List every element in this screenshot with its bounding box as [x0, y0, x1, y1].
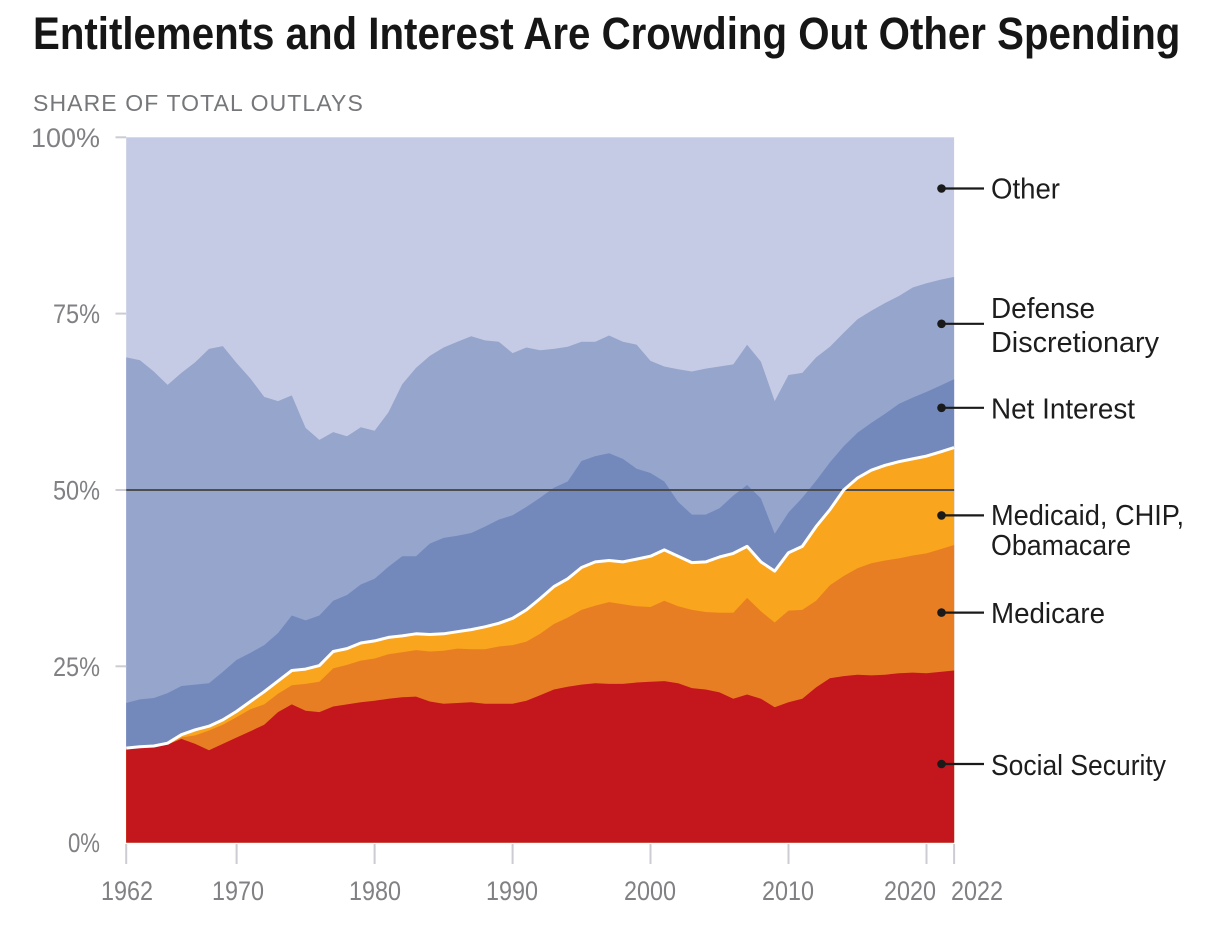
svg-text:Medicaid, CHIP,: Medicaid, CHIP,	[991, 500, 1184, 532]
svg-text:2022: 2022	[951, 876, 1003, 906]
svg-text:2000: 2000	[624, 876, 676, 906]
svg-text:0%: 0%	[68, 828, 100, 858]
svg-text:Medicare: Medicare	[991, 598, 1105, 630]
svg-text:Other: Other	[991, 173, 1060, 205]
svg-text:75%: 75%	[53, 299, 100, 329]
svg-text:25%: 25%	[53, 652, 100, 682]
svg-text:50%: 50%	[53, 476, 100, 506]
svg-text:100%: 100%	[31, 123, 100, 153]
svg-text:2010: 2010	[762, 876, 814, 906]
svg-text:Defense: Defense	[991, 293, 1095, 325]
svg-text:Social Security: Social Security	[991, 750, 1166, 782]
svg-text:Obamacare: Obamacare	[991, 530, 1131, 562]
svg-text:1962: 1962	[101, 876, 153, 906]
svg-text:Net Interest: Net Interest	[991, 393, 1135, 425]
svg-text:2020: 2020	[884, 876, 936, 906]
svg-text:1980: 1980	[349, 876, 401, 906]
svg-text:1970: 1970	[212, 876, 264, 906]
svg-text:Discretionary: Discretionary	[991, 327, 1159, 359]
svg-text:1990: 1990	[486, 876, 538, 906]
